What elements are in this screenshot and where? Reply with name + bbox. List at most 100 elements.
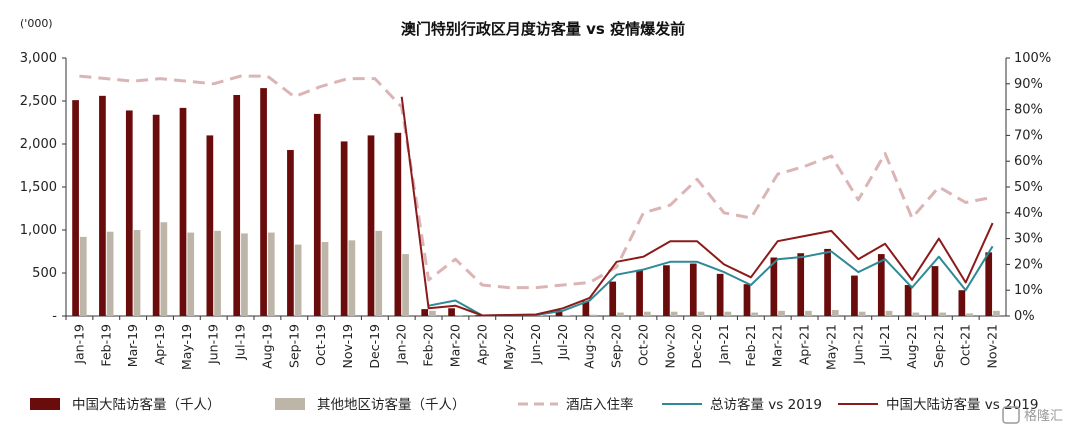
left-axis-unit: ('000) — [20, 17, 53, 30]
bar-mainland-Mar-19 — [125, 110, 133, 317]
left-tick-label: 2,000 — [20, 137, 57, 152]
bar-mainland-May-21 — [824, 248, 831, 316]
legend-swatch — [30, 398, 60, 410]
x-tick-label: May-20 — [501, 324, 516, 370]
bar-mainland-Oct-19 — [313, 113, 321, 317]
left-tick-label: 2,500 — [20, 94, 57, 109]
x-tick-label: Feb-20 — [421, 324, 436, 367]
right-tick-label: 50% — [1014, 180, 1043, 195]
x-tick-label: Aug-19 — [259, 324, 274, 369]
legend: 中国大陆访客量（千人） 其他地区访客量（千人） 酒店入住率 总访客量 vs 2019 中… — [30, 396, 1038, 413]
bar-other-Jan-20 — [402, 254, 409, 316]
left-tick-label: 1,500 — [20, 180, 57, 195]
bar-mainland-Apr-20 — [475, 315, 482, 316]
x-tick-label: Oct-19 — [313, 324, 328, 366]
right-tick-label: 20% — [1014, 257, 1043, 272]
bar-mainland-Oct-21 — [958, 290, 966, 316]
bar-mainland-Dec-19 — [367, 135, 375, 316]
bar-mainland-Jan-20 — [394, 132, 402, 316]
x-tick-label: Apr-20 — [474, 324, 489, 365]
x-tick-label: Jan-21 — [716, 324, 731, 365]
x-tick-label: Oct-20 — [635, 324, 650, 366]
x-tick-label: Jul-20 — [555, 324, 570, 361]
watermark: 格隆汇 — [1002, 406, 1063, 424]
left-tick-label: 500 — [32, 266, 57, 281]
bar-other-Jan-19 — [79, 236, 87, 316]
bar-other-May-19 — [187, 232, 195, 316]
line-hotel-occupancy — [79, 74, 993, 290]
x-tick-label: Aug-20 — [582, 324, 597, 369]
left-tick-label: - — [52, 309, 57, 324]
bar-mainland-Sep-20 — [609, 281, 617, 316]
bar-mainland-Feb-21 — [743, 284, 751, 316]
bar-other-Jan-21 — [724, 311, 732, 316]
right-tick-label: 80% — [1014, 103, 1043, 118]
x-tick-label: May-19 — [179, 324, 194, 370]
bar-other-Feb-21 — [751, 312, 759, 316]
bar-mainland-Mar-20 — [448, 308, 455, 316]
plot-area: - 500 1,000 1,500 2,000 2,500 3,000 0% 10% 20% 30%… — [20, 51, 1051, 370]
legend-label: 其他地区访客量（千人） — [317, 396, 466, 413]
bar-other-Jun-19 — [214, 230, 221, 316]
bar-other-Mar-19 — [133, 230, 141, 316]
line-mainland-visitors-vs-2019 — [400, 96, 994, 317]
bar-mainland-Mar-21 — [770, 257, 778, 316]
bar-mainland-Jun-19 — [206, 135, 214, 316]
x-tick-label: Apr-19 — [152, 324, 167, 365]
left-tick-label: 1,000 — [20, 223, 57, 238]
bar-other-Jul-21 — [885, 310, 893, 316]
chart-title: 澳门特别行政区月度访客量 vs 疫情爆发前 — [401, 20, 685, 38]
bar-other-Dec-19 — [375, 230, 383, 316]
right-tick-label: 90% — [1014, 77, 1043, 92]
x-tick-label: May-21 — [823, 324, 838, 370]
x-tick-label: Feb-19 — [98, 324, 113, 367]
bar-other-Aug-21 — [912, 312, 920, 316]
x-tick-label: Sep-20 — [609, 324, 624, 368]
right-tick-label: 60% — [1014, 154, 1043, 169]
legend-label: 酒店入住率 — [566, 396, 634, 413]
x-tick-label: Mar-21 — [770, 324, 785, 367]
right-tick-label: 10% — [1014, 283, 1043, 298]
bar-mainland-Aug-19 — [260, 88, 267, 316]
x-tick-label: Jun-20 — [528, 324, 543, 365]
x-tick-label: Mar-20 — [447, 324, 462, 367]
bar-other-May-21 — [831, 309, 839, 316]
legend-label: 中国大陆访客量 vs 2019 — [886, 396, 1038, 413]
bar-other-Oct-21 — [966, 313, 973, 316]
bar-mainland-Jul-21 — [877, 254, 885, 316]
x-tick-label: Mar-19 — [125, 324, 140, 367]
legend-swatch — [275, 398, 305, 410]
bar-mainland-Sep-19 — [287, 150, 294, 316]
watermark-text: 格隆汇 — [1024, 408, 1063, 424]
bar-other-Aug-20 — [590, 314, 597, 316]
bar-other-Sep-21 — [939, 312, 947, 316]
bar-mainland-Feb-19 — [99, 95, 106, 316]
x-tick-label: Sep-21 — [931, 324, 946, 368]
right-tick-label: 70% — [1014, 128, 1043, 143]
x-tick-label: Nov-21 — [985, 324, 1000, 368]
x-tick-label: Apr-21 — [797, 324, 812, 365]
bar-other-Feb-20 — [429, 310, 436, 316]
right-tick-label: 40% — [1014, 206, 1043, 221]
x-tick-label: Jul-21 — [877, 324, 892, 361]
x-tick-label: Dec-19 — [367, 324, 382, 369]
bar-mainland-Nov-20 — [663, 265, 670, 316]
bar-other-Mar-21 — [778, 310, 785, 316]
x-tick-label: Jun-19 — [206, 324, 221, 365]
bar-other-Mar-20 — [455, 315, 463, 316]
right-tick-label: 0% — [1014, 309, 1035, 324]
bar-mainland-Jan-21 — [716, 273, 724, 316]
left-tick-label: 3,000 — [20, 51, 57, 66]
bar-other-Nov-19 — [348, 240, 356, 316]
x-tick-label: Aug-21 — [904, 324, 919, 369]
bar-mainland-Nov-21 — [985, 252, 993, 316]
x-tick-label: Feb-21 — [743, 324, 758, 367]
x-tick-label: Jan-19 — [71, 324, 86, 365]
watermark-logo-icon — [1002, 406, 1020, 424]
x-tick-label: Oct-21 — [958, 324, 973, 366]
legend-label: 中国大陆访客量（千人） — [72, 396, 221, 413]
bar-other-Feb-19 — [106, 231, 114, 316]
x-tick-label: Dec-20 — [689, 324, 704, 369]
bar-mainland-Jun-21 — [851, 275, 858, 316]
